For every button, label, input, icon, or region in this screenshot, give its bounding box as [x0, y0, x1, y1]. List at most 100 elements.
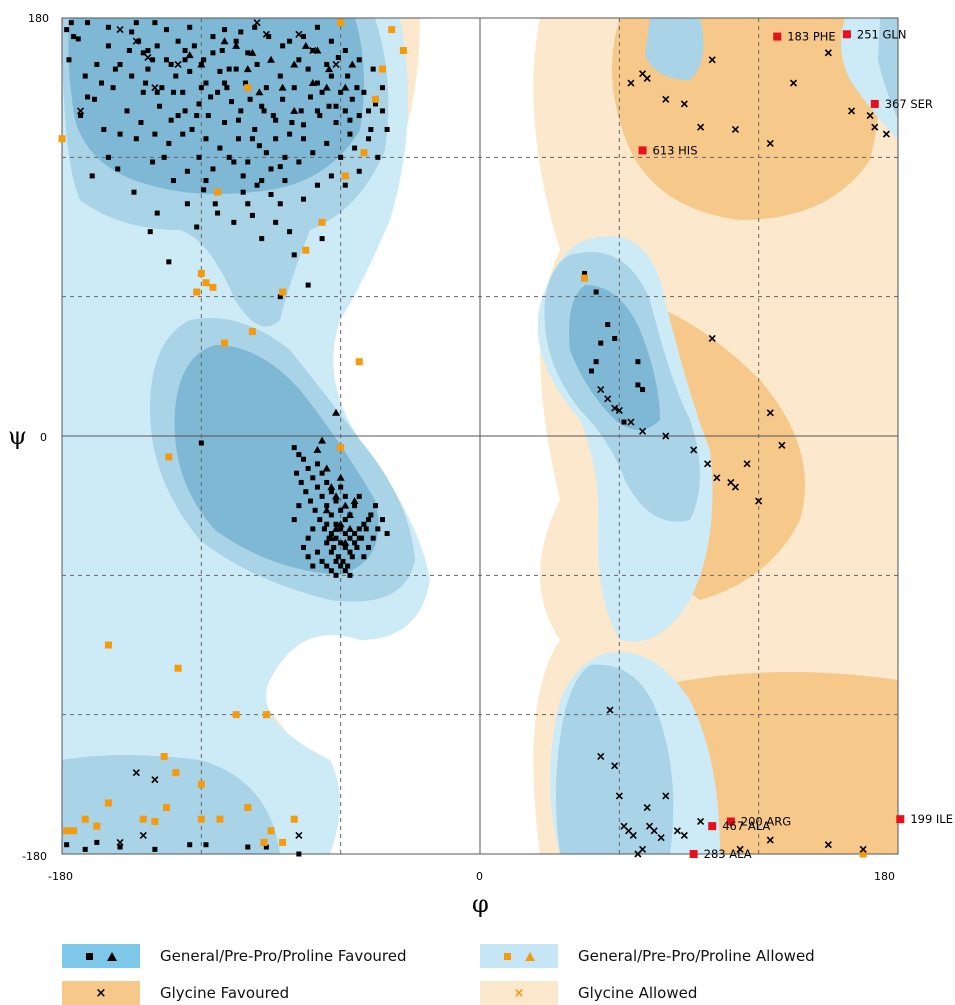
favoured-square-point	[379, 85, 385, 91]
allowed-square-point	[165, 453, 173, 461]
favoured-square-point	[117, 844, 123, 850]
favoured-square-point	[375, 154, 381, 160]
favoured-square-point	[277, 294, 283, 300]
allowed-square-point	[202, 279, 210, 287]
favoured-square-point	[356, 113, 362, 119]
favoured-triangle-point	[290, 60, 299, 68]
cross-stroke	[662, 432, 670, 440]
favoured-square-point	[333, 103, 339, 109]
favoured-square-point	[196, 101, 202, 107]
glycine-cross-point	[253, 19, 261, 27]
allowed-square-point	[337, 444, 345, 452]
favoured-square-point	[373, 503, 378, 509]
favoured-square-point	[301, 136, 307, 142]
favoured-square-point	[182, 48, 188, 54]
y-tick-zero: 0	[40, 431, 47, 444]
favoured-square-point	[324, 61, 330, 67]
cross-stroke	[680, 100, 688, 108]
favoured-square-point	[191, 43, 197, 49]
glycine-cross-point	[680, 831, 688, 839]
favoured-square-point	[289, 120, 295, 125]
favoured-square-point	[94, 839, 100, 845]
favoured-square-point	[231, 219, 237, 225]
favoured-square-point	[307, 498, 313, 504]
favoured-square-point	[256, 143, 262, 149]
favoured-square-point	[196, 154, 202, 160]
cross-stroke	[627, 79, 635, 87]
favoured-square-point	[314, 80, 320, 86]
favoured-triangle-point	[248, 48, 257, 56]
favoured-square-point	[301, 196, 307, 202]
favoured-square-point	[328, 568, 334, 574]
glycine-cross-point	[708, 334, 716, 343]
favoured-square-point	[324, 521, 330, 527]
favoured-square-point	[342, 531, 348, 537]
x-axis-label: φ	[472, 890, 489, 918]
favoured-square-point	[319, 470, 325, 476]
favoured-square-point	[298, 108, 304, 114]
cross-stroke	[627, 418, 635, 426]
favoured-square-point	[263, 85, 269, 91]
allowed-square-point	[244, 84, 252, 92]
favoured-square-point	[238, 108, 244, 114]
cross-stroke	[690, 446, 698, 454]
favoured-square-point	[231, 159, 237, 165]
cross-stroke	[727, 478, 735, 487]
favoured-triangle-point	[243, 65, 252, 73]
glycine-cross-point	[708, 56, 716, 64]
glycine-cross-point	[766, 139, 774, 147]
favoured-triangle-point	[332, 524, 341, 532]
favoured-square-point	[126, 48, 132, 54]
favoured-square-point	[259, 178, 265, 184]
cross-stroke	[295, 30, 303, 38]
cross-stroke	[262, 30, 270, 38]
favoured-square-point	[321, 526, 327, 532]
cross-stroke	[332, 60, 340, 69]
allowed-square-point	[58, 135, 66, 143]
cross-stroke	[871, 123, 879, 131]
favoured-square-point	[370, 535, 376, 541]
favoured-square-point	[356, 168, 362, 174]
cross-stroke	[650, 827, 658, 835]
favoured-square-point	[361, 554, 367, 560]
favoured-square-point	[373, 101, 378, 107]
glycine-cross-point	[662, 432, 670, 440]
glycine-cross-point	[606, 706, 614, 714]
glycine-cross-point	[643, 74, 651, 82]
favoured-square-point	[314, 108, 320, 114]
glycine-cross-point	[132, 769, 140, 777]
allowed-square-point	[104, 799, 112, 807]
favoured-square-point	[324, 479, 330, 485]
cross-stroke	[132, 769, 140, 777]
favoured-square-point	[296, 452, 302, 458]
favoured-square-point	[249, 136, 255, 142]
cross-stroke	[597, 752, 605, 761]
cross-stroke	[174, 60, 182, 69]
favoured-square-point	[166, 259, 172, 265]
favoured-square-point	[82, 846, 88, 852]
glycine-cross-point	[151, 776, 159, 784]
favoured-square-point	[310, 475, 316, 481]
favoured-square-point	[342, 48, 348, 54]
favoured-triangle-point	[185, 51, 194, 59]
cross-stroke	[731, 125, 740, 134]
favoured-square-point	[354, 85, 360, 91]
favoured-square-point	[117, 61, 123, 67]
favoured-square-point	[366, 136, 372, 142]
outlier-label: 367 SER	[885, 97, 933, 111]
favoured-square-point	[175, 113, 181, 119]
outlier-point	[638, 146, 647, 155]
allowed-square-point	[197, 815, 205, 823]
glycine-cross-point	[638, 427, 647, 435]
cross-stroke	[643, 803, 651, 812]
favoured-square-point	[184, 168, 190, 174]
favoured-square-point	[356, 57, 362, 63]
favoured-square-point	[277, 164, 283, 170]
favoured-square-point	[89, 173, 95, 179]
favoured-square-point	[105, 154, 111, 160]
allowed-square-point	[372, 95, 379, 103]
favoured-square-point	[201, 187, 207, 193]
favoured-square-point	[235, 117, 241, 123]
favoured-square-point	[170, 89, 176, 95]
